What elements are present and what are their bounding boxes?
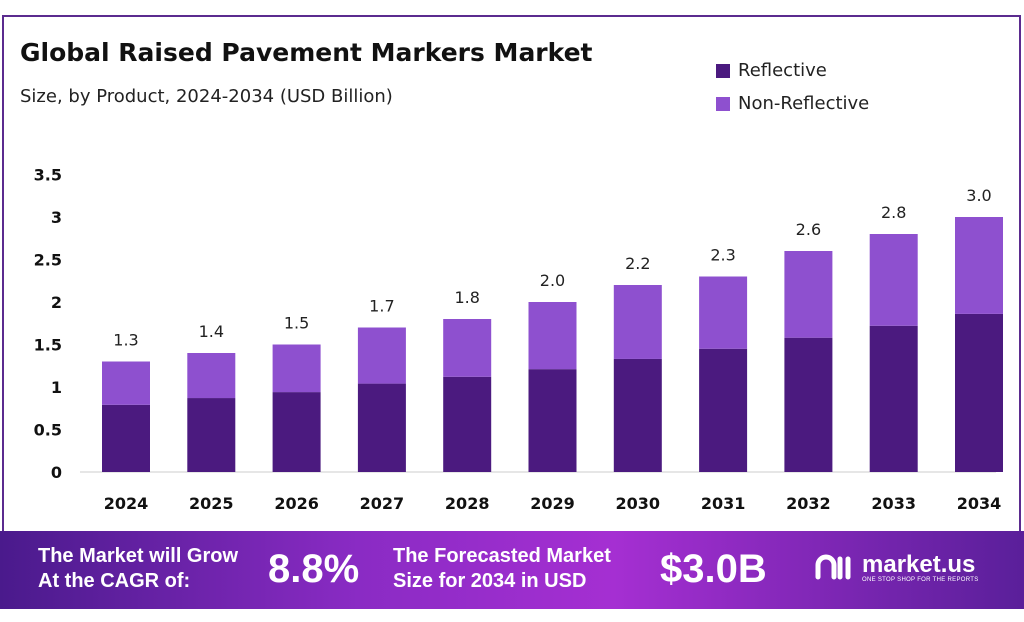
logo-tagline: ONE STOP SHOP FOR THE REPORTS	[862, 577, 979, 583]
total-label: 3.0	[966, 186, 991, 205]
bar-reflective-2030	[613, 358, 662, 472]
bar-non-reflective-2026	[272, 344, 321, 393]
x-tick-label: 2032	[786, 494, 831, 513]
x-tick-label: 2026	[274, 494, 319, 513]
bar-reflective-2027	[357, 383, 406, 472]
bar-chart: 0 0.5 1 1.5 2 2.5 3 3.5 1.3 2024 1.4 2025 1.5 2026 1.7…	[34, 166, 1003, 513]
cagr-label-line2: At the CAGR of:	[38, 570, 191, 592]
y-tick-label: 1.5	[34, 336, 62, 355]
bar-non-reflective-2030	[613, 285, 662, 359]
x-tick-label: 2034	[957, 494, 1002, 513]
cagr-value: 8.8%	[268, 547, 360, 591]
forecast-value: $3.0B	[660, 547, 767, 591]
bar-non-reflective-2025	[187, 353, 236, 399]
forecast-label: The Forecasted Market Size for 2034 in US…	[393, 544, 611, 594]
x-tick-label: 2029	[530, 494, 575, 513]
total-label: 2.6	[796, 220, 821, 239]
bar-reflective-2033	[869, 325, 918, 472]
forecast-label-line1: The Forecasted Market	[393, 545, 611, 567]
x-tick-label: 2027	[360, 494, 405, 513]
y-tick-label: 3.5	[34, 166, 62, 185]
bar-non-reflective-2032	[784, 251, 833, 338]
total-label: 1.8	[454, 288, 479, 307]
summary-banner: The Market will Grow At the CAGR of: 8.8%…	[0, 531, 1024, 609]
bar-reflective-2029	[528, 369, 577, 472]
market-us-logo: market.us ONE STOP SHOP FOR THE REPORTS	[814, 551, 979, 585]
logo-text: market.us	[862, 551, 976, 578]
total-label: 2.8	[881, 203, 906, 222]
y-tick-label: 0.5	[34, 421, 62, 440]
y-tick-label: 2	[51, 293, 62, 312]
bar-reflective-2031	[699, 348, 748, 472]
bar-reflective-2025	[187, 398, 236, 472]
total-label: 1.3	[113, 331, 138, 350]
x-tick-label: 2025	[189, 494, 234, 513]
bar-non-reflective-2033	[869, 234, 918, 326]
legend-item-reflective: Reflective	[716, 54, 869, 87]
x-tick-label: 2031	[701, 494, 746, 513]
bar-non-reflective-2028	[443, 319, 492, 377]
bar-non-reflective-2024	[102, 361, 150, 405]
x-tick-label: 2033	[871, 494, 916, 513]
total-label: 2.0	[540, 271, 565, 290]
x-tick-label: 2028	[445, 494, 490, 513]
chart-subtitle: Size, by Product, 2024-2034 (USD Billion…	[20, 86, 393, 107]
bar-non-reflective-2027	[357, 327, 406, 384]
legend-swatch	[716, 63, 730, 78]
y-tick-label: 0	[51, 463, 62, 482]
y-tick-label: 2.5	[34, 251, 62, 270]
bar-non-reflective-2031	[699, 276, 748, 349]
bar-reflective-2034	[955, 313, 1003, 472]
x-tick-label: 2024	[104, 494, 149, 513]
legend-label: Non-Reflective	[738, 93, 870, 114]
x-tick-label: 2030	[616, 494, 661, 513]
bar-non-reflective-2034	[955, 217, 1003, 314]
bar-reflective-2026	[272, 392, 321, 472]
total-label: 2.2	[625, 254, 650, 273]
chart-title: Global Raised Pavement Markers Market	[20, 38, 593, 67]
total-label: 1.4	[199, 322, 224, 341]
total-label: 1.7	[369, 297, 394, 316]
cagr-label: The Market will Grow At the CAGR of:	[38, 544, 238, 594]
cagr-label-line1: The Market will Grow	[38, 545, 239, 567]
logo-icon	[815, 554, 851, 580]
total-label: 1.5	[284, 314, 309, 333]
chart-frame	[2, 15, 1021, 533]
legend: Reflective Non-Reflective	[716, 54, 869, 120]
y-tick-label: 1	[51, 378, 62, 397]
forecast-label-line2: Size for 2034 in USD	[393, 570, 587, 592]
legend-item-non-reflective: Non-Reflective	[716, 87, 869, 120]
y-tick-label: 3	[51, 208, 62, 227]
bar-reflective-2028	[443, 376, 492, 472]
total-label: 2.3	[710, 246, 735, 265]
legend-label: Reflective	[738, 60, 827, 81]
bar-reflective-2024	[102, 404, 150, 472]
bar-reflective-2032	[784, 337, 833, 472]
legend-swatch	[716, 96, 730, 111]
bar-non-reflective-2029	[528, 302, 577, 370]
